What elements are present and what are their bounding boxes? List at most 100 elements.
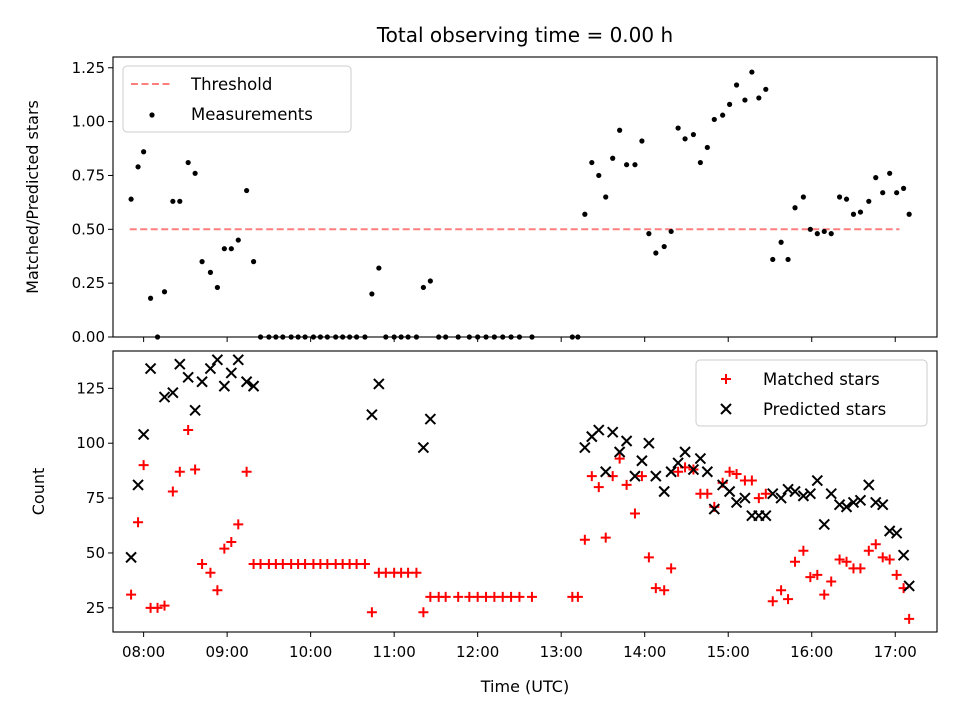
matched-point bbox=[673, 466, 684, 477]
x-tick-label: 08:00 bbox=[122, 643, 165, 661]
predicted-point bbox=[600, 466, 612, 478]
matched-point bbox=[322, 558, 333, 569]
predicted-point bbox=[137, 428, 150, 441]
matched-point bbox=[403, 567, 414, 578]
predicted-point bbox=[658, 485, 670, 498]
measurement-point bbox=[273, 334, 279, 340]
y-tick-label: 0.25 bbox=[72, 274, 105, 292]
predicted-point bbox=[903, 580, 915, 592]
measurement-point bbox=[624, 162, 630, 168]
measurement-point bbox=[894, 190, 900, 196]
matched-point bbox=[152, 602, 163, 613]
legend-box bbox=[122, 65, 352, 133]
measurement-point bbox=[733, 82, 740, 88]
matched-point bbox=[572, 591, 583, 602]
matched-point bbox=[600, 532, 611, 543]
matched-point bbox=[174, 466, 185, 477]
matched-point bbox=[702, 488, 713, 499]
measurement-point bbox=[135, 164, 141, 170]
legend-threshold-label: Threshold bbox=[190, 75, 272, 94]
measurement-point bbox=[873, 175, 879, 181]
measurement-point bbox=[302, 334, 308, 340]
measurement-point bbox=[857, 209, 864, 215]
measurement-point bbox=[887, 170, 893, 176]
measurement-point bbox=[668, 228, 674, 235]
measurement-point bbox=[582, 211, 588, 217]
predicted-point bbox=[863, 479, 875, 491]
y-tick-label: 25 bbox=[86, 599, 105, 617]
predicted-point bbox=[694, 452, 707, 465]
measurement-point bbox=[347, 334, 353, 340]
matched-point bbox=[614, 453, 625, 464]
matched-point bbox=[212, 585, 223, 596]
x-tick-label: 14:00 bbox=[623, 643, 666, 661]
matched-point bbox=[877, 552, 888, 563]
measurement-point bbox=[639, 138, 645, 144]
predicted-point bbox=[144, 362, 157, 375]
x-tick-label: 12:00 bbox=[456, 643, 499, 661]
matched-point bbox=[472, 591, 483, 602]
y-tick-label: 0.00 bbox=[72, 328, 105, 346]
measurement-point bbox=[900, 185, 907, 191]
predicted-point bbox=[782, 483, 794, 496]
predicted-point bbox=[679, 446, 691, 458]
measurement-point bbox=[405, 334, 411, 340]
measurement-point bbox=[353, 334, 360, 340]
matched-point bbox=[855, 563, 866, 574]
measurement-point bbox=[632, 162, 638, 168]
series-dot bbox=[128, 69, 912, 340]
predicted-point bbox=[701, 466, 714, 478]
predicted-point bbox=[232, 354, 244, 366]
matched-point bbox=[790, 556, 801, 567]
matched-point bbox=[812, 569, 823, 580]
measurement-point bbox=[228, 246, 234, 252]
predicted-point bbox=[579, 441, 591, 454]
matched-point bbox=[666, 563, 677, 574]
measurement-point bbox=[646, 231, 652, 237]
measurement-point bbox=[653, 250, 659, 256]
measurement-point bbox=[235, 237, 241, 243]
measurement-point bbox=[575, 334, 581, 340]
predicted-point bbox=[417, 441, 430, 454]
measurement-point bbox=[288, 334, 294, 340]
axes-frame bbox=[112, 56, 938, 338]
matched-point bbox=[497, 591, 508, 602]
measurement-point bbox=[244, 187, 250, 194]
measurement-point bbox=[455, 334, 461, 340]
predicted-point bbox=[665, 466, 677, 478]
predicted-point bbox=[650, 470, 662, 482]
matched-point bbox=[481, 591, 492, 602]
measurement-point bbox=[199, 259, 205, 265]
predicted-point bbox=[811, 474, 824, 487]
x-tick-label: 10:00 bbox=[289, 643, 332, 661]
legend-measurements-swatch bbox=[149, 112, 155, 118]
predicted-point bbox=[167, 387, 179, 399]
predicted-point bbox=[883, 525, 896, 537]
predicted-point bbox=[366, 408, 378, 421]
matched-point bbox=[579, 534, 590, 545]
measurement-point bbox=[483, 334, 489, 340]
measurement-point bbox=[596, 172, 602, 179]
predicted-point bbox=[620, 435, 633, 447]
y-tick-label: 0.50 bbox=[72, 220, 105, 238]
measurement-point bbox=[792, 205, 798, 211]
x-tick-label: 15:00 bbox=[707, 643, 750, 661]
measurement-point bbox=[814, 231, 820, 237]
y-tick-label: 75 bbox=[86, 489, 105, 507]
predicted-point bbox=[767, 487, 779, 500]
measurement-point bbox=[778, 239, 784, 245]
predicted-point bbox=[672, 457, 684, 469]
matched-point bbox=[366, 607, 377, 618]
measurement-point bbox=[727, 101, 733, 107]
matched-point bbox=[904, 613, 915, 624]
y-axis-label: Count bbox=[29, 468, 48, 516]
predicted-point bbox=[158, 391, 171, 403]
measurement-point bbox=[529, 334, 535, 340]
predicted-point bbox=[730, 496, 743, 509]
x-tick-label: 16:00 bbox=[790, 643, 833, 661]
measurement-point bbox=[466, 334, 472, 340]
chart-title: Total observing time = 0.00 h bbox=[376, 23, 673, 47]
measurement-point bbox=[756, 95, 762, 101]
measurement-point bbox=[340, 334, 346, 340]
matched-point bbox=[380, 567, 391, 578]
